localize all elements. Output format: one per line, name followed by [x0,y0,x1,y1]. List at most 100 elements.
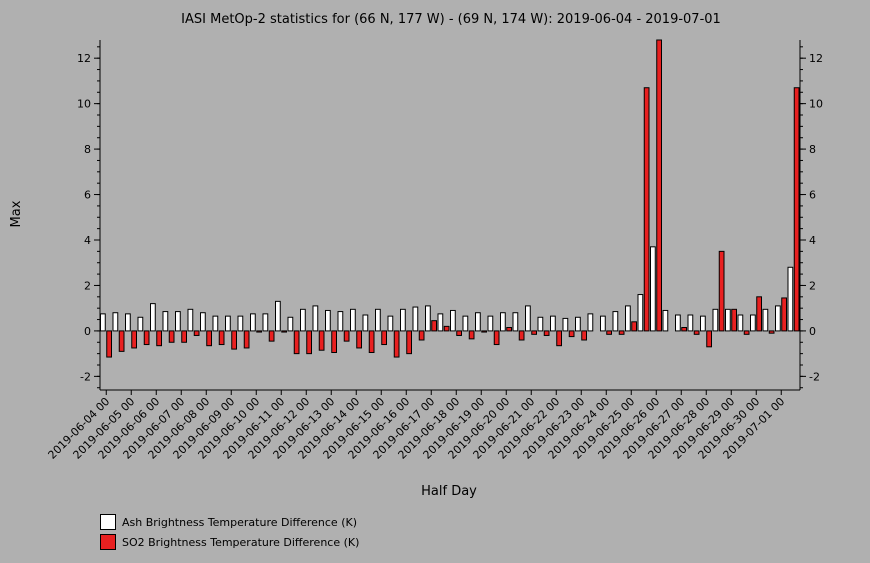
so2-bar [543,330,550,336]
legend-label-so2: SO2 Brightness Temperature Difference (K… [122,535,360,549]
legend-label-ash: Ash Brightness Temperature Difference (K… [122,515,357,529]
so2-bar [356,330,362,349]
ash-bar [325,309,331,332]
ash-bar [450,309,456,332]
so2-bar [118,330,125,352]
ash-bar [337,311,344,332]
so2-bar [631,321,637,332]
ash-bar [737,314,744,332]
so2-bar [493,330,500,346]
so2-bar [606,330,612,335]
y-tick-label-right: 2 [809,279,816,292]
so2-bar [718,250,725,332]
y-tick-label-left: 12 [77,52,91,65]
so2-bar [468,330,475,340]
ash-bar [750,314,756,332]
ash-bar [662,309,669,332]
y-tick-label-right: -2 [809,370,820,383]
ash-bar [700,315,706,332]
legend-item-so2: SO2 Brightness Temperature Difference (K… [100,532,359,552]
y-tick-label-right: 12 [809,52,823,65]
so2-bar [581,330,587,341]
ash-bar [787,266,794,332]
ash-bar [287,316,294,332]
y-tick-label-right: 10 [809,98,823,111]
y-tick-label-left: 10 [77,98,91,111]
so2-bar [368,330,375,353]
ash-bar [275,300,281,332]
ash-bar [150,303,156,332]
ash-bar [175,311,181,332]
so2-bar [343,330,350,342]
ash-bar [162,311,169,332]
y-tick-label-left: 6 [84,189,91,202]
so2-bar [443,325,450,332]
ash-bar [650,246,656,332]
ash-bar [200,312,206,332]
ash-bar [675,314,681,332]
ash-bar [375,308,381,332]
legend-swatch-so2 [100,534,116,550]
so2-bar [456,330,462,336]
ash-bar [775,305,781,332]
y-tick-label-left: 0 [84,325,91,338]
ash-bar [312,305,319,332]
ash-bar [400,308,406,332]
ash-bar [537,316,544,332]
so2-bar [193,330,200,336]
so2-bar [756,296,762,332]
ash-bar [487,315,494,332]
ash-bar [512,312,519,332]
ash-bar [425,305,431,332]
ash-bar [212,315,219,332]
ash-bar [587,313,594,332]
so2-bar [793,87,800,332]
so2-bar [318,330,325,351]
so2-bar [281,330,287,333]
so2-bar [731,308,737,332]
so2-bar [568,330,575,338]
so2-bar [618,330,625,335]
y-tick-label-right: 4 [809,234,816,247]
ash-bar [525,305,531,332]
so2-bar [418,330,425,341]
y-tick-label-left: 2 [84,279,91,292]
ash-bar [225,315,231,332]
so2-bar [156,330,162,347]
so2-bar [768,330,775,334]
so2-bar [681,327,687,332]
so2-bar [181,330,187,343]
so2-bar [656,39,662,332]
ash-bar [125,313,131,332]
so2-bar [506,327,512,332]
y-tick-label-right: 0 [809,325,816,338]
y-tick-label-left: 8 [84,143,91,156]
ash-bar [362,314,369,332]
ash-bar [412,306,419,332]
ash-bar [262,313,269,332]
so2-bar [256,330,262,333]
so2-bar [218,330,225,346]
so2-bar [781,297,787,332]
so2-bar [143,330,150,346]
so2-bar [406,330,412,355]
ash-bar [187,308,194,332]
so2-bar [131,330,137,349]
so2-bar [306,330,312,355]
so2-bar [556,330,562,347]
x-axis-label: Half Day [421,484,477,499]
so2-bar [206,330,212,347]
ash-bar [600,315,606,332]
ash-bar [112,312,119,332]
ash-bar [550,315,556,332]
ash-bar [612,311,619,332]
so2-bar [168,330,175,343]
ash-bar [300,308,306,332]
legend: Ash Brightness Temperature Difference (K… [100,512,359,552]
y-tick-label-right: 6 [809,189,816,202]
ash-bar [725,308,731,332]
y-tick-label-left: 4 [84,234,91,247]
ash-bar [387,315,394,332]
